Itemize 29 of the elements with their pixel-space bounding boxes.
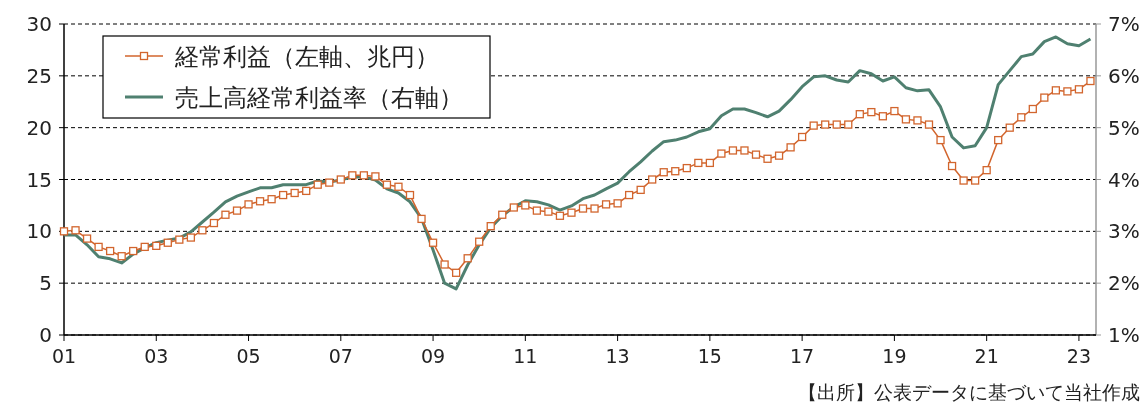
x-tick-label: 13: [605, 345, 630, 367]
y-tick-label: 0: [39, 323, 52, 347]
x-tick-label: 05: [236, 345, 261, 367]
x-tick-label: 23: [1066, 345, 1092, 367]
y2-tick-label: 6%: [1108, 63, 1140, 88]
y2-tick-label: 1%: [1108, 323, 1140, 347]
x-tick-label: 01: [51, 345, 77, 367]
y2-tick-label: 2%: [1108, 271, 1140, 296]
x-tick-label: 15: [697, 345, 722, 367]
y-tick-label: 5: [39, 271, 52, 296]
y-tick-label: 30: [26, 12, 52, 36]
text: 【出所】公表データに基づいて当社作成: [798, 381, 1140, 403]
y-tick-label: 20: [26, 115, 52, 140]
x-tick-label: 17: [790, 345, 815, 367]
x-tick-label: 11: [513, 345, 538, 367]
x-tick-label: 07: [328, 345, 353, 367]
y-tick-label: 10: [26, 219, 52, 244]
legend-label: 売上高経常利益率（右軸）: [175, 84, 463, 112]
y2-tick-label: 3%: [1108, 219, 1140, 244]
y2-tick-label: 4%: [1108, 167, 1140, 192]
x-tick-label: 09: [420, 345, 446, 367]
y-tick-label: 15: [26, 167, 52, 192]
x-tick-label: 19: [882, 345, 907, 367]
y2-tick-label: 5%: [1108, 115, 1140, 140]
x-tick-label: 03: [144, 345, 169, 367]
y2-tick-label: 7%: [1108, 12, 1140, 36]
y-tick-label: 25: [26, 63, 52, 88]
legend-label: 経常利益（左軸、兆円）: [174, 43, 439, 71]
x-tick-label: 21: [974, 345, 999, 367]
